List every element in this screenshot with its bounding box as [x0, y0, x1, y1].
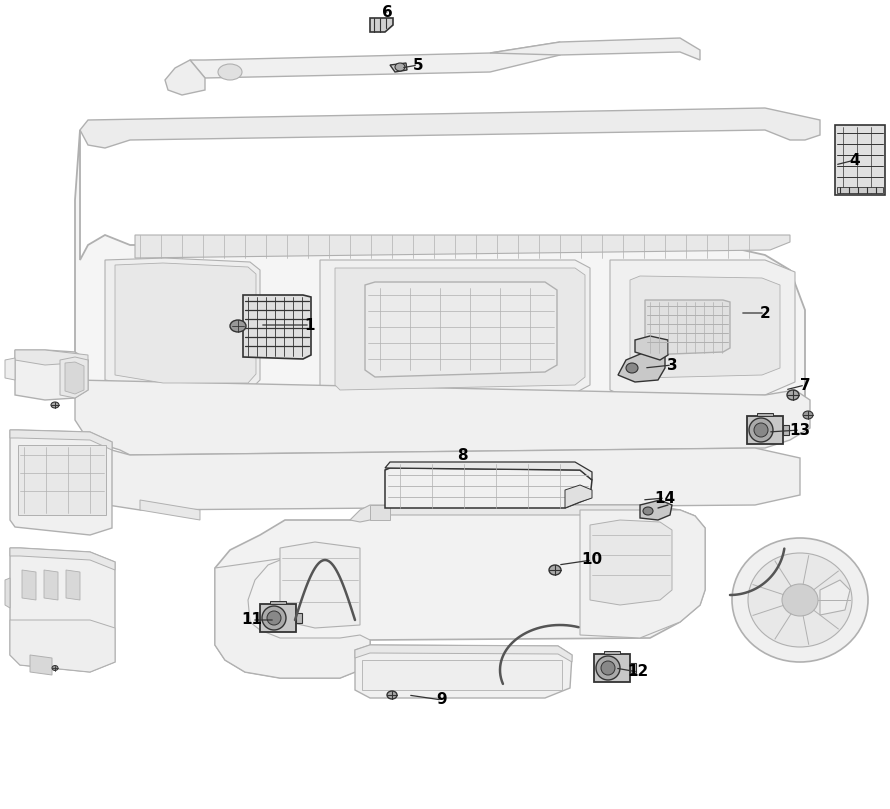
Polygon shape [618, 352, 665, 382]
Ellipse shape [51, 402, 59, 408]
Polygon shape [370, 18, 393, 32]
Ellipse shape [782, 584, 818, 616]
Polygon shape [10, 548, 115, 570]
Polygon shape [44, 570, 58, 600]
Polygon shape [565, 485, 592, 508]
Bar [835, 125, 885, 195]
Polygon shape [580, 510, 705, 638]
Polygon shape [270, 601, 286, 604]
Polygon shape [820, 580, 850, 615]
Polygon shape [783, 425, 789, 435]
Ellipse shape [643, 507, 653, 515]
Polygon shape [10, 430, 112, 535]
Bar [18, 445, 106, 515]
Polygon shape [590, 520, 672, 605]
Polygon shape [350, 505, 695, 528]
Ellipse shape [267, 611, 281, 625]
Ellipse shape [262, 606, 286, 630]
Text: 10: 10 [581, 553, 603, 567]
Text: 3: 3 [667, 358, 677, 372]
Polygon shape [594, 654, 630, 682]
Polygon shape [355, 645, 572, 698]
Polygon shape [243, 295, 311, 359]
Polygon shape [10, 430, 112, 450]
Polygon shape [75, 440, 800, 510]
Polygon shape [640, 500, 672, 520]
Polygon shape [22, 570, 36, 600]
Polygon shape [335, 268, 585, 390]
Ellipse shape [601, 661, 615, 675]
Polygon shape [65, 362, 84, 394]
Ellipse shape [787, 390, 799, 400]
Ellipse shape [549, 565, 561, 575]
Text: 6: 6 [382, 5, 392, 19]
Text: 14: 14 [654, 490, 676, 506]
Ellipse shape [748, 553, 852, 647]
Ellipse shape [732, 538, 868, 662]
Ellipse shape [387, 691, 397, 699]
Polygon shape [385, 468, 592, 508]
Polygon shape [15, 350, 88, 365]
Polygon shape [5, 578, 10, 608]
Polygon shape [60, 357, 88, 398]
Polygon shape [215, 558, 370, 678]
Polygon shape [135, 235, 790, 258]
Polygon shape [610, 260, 795, 398]
Text: 2: 2 [760, 306, 771, 320]
Polygon shape [280, 542, 360, 628]
Ellipse shape [754, 423, 768, 437]
Polygon shape [320, 260, 590, 398]
Polygon shape [190, 42, 560, 78]
Polygon shape [115, 263, 256, 383]
Polygon shape [66, 570, 80, 600]
Text: 8: 8 [457, 447, 467, 463]
Polygon shape [30, 655, 52, 675]
Polygon shape [370, 505, 390, 520]
Polygon shape [75, 130, 805, 440]
Polygon shape [75, 380, 810, 455]
Ellipse shape [218, 64, 242, 80]
Text: 1: 1 [304, 317, 315, 332]
Ellipse shape [626, 363, 638, 373]
Polygon shape [296, 613, 302, 623]
Bar [837, 187, 883, 193]
Polygon shape [105, 258, 260, 390]
Bar [362, 660, 562, 690]
Ellipse shape [52, 666, 58, 671]
Text: 13: 13 [789, 422, 811, 438]
Polygon shape [5, 358, 15, 380]
Polygon shape [490, 38, 700, 60]
Polygon shape [10, 620, 115, 672]
Ellipse shape [596, 656, 620, 680]
Text: 9: 9 [437, 693, 448, 708]
Ellipse shape [230, 320, 246, 332]
Polygon shape [390, 63, 407, 72]
Polygon shape [747, 416, 783, 444]
Polygon shape [140, 500, 200, 520]
Text: 12: 12 [627, 664, 649, 680]
Text: 7: 7 [800, 378, 810, 392]
Polygon shape [365, 282, 557, 377]
Polygon shape [630, 276, 780, 378]
Polygon shape [15, 350, 88, 400]
Polygon shape [10, 548, 115, 672]
Polygon shape [635, 336, 668, 360]
Text: 5: 5 [413, 57, 424, 73]
Polygon shape [630, 663, 636, 673]
Polygon shape [260, 604, 296, 632]
Polygon shape [215, 505, 705, 678]
Polygon shape [165, 60, 205, 95]
Ellipse shape [803, 411, 813, 419]
Polygon shape [645, 300, 730, 355]
Ellipse shape [749, 418, 773, 442]
Polygon shape [757, 413, 773, 416]
Ellipse shape [395, 63, 405, 71]
Polygon shape [604, 651, 620, 654]
Polygon shape [355, 645, 572, 662]
Text: 11: 11 [241, 612, 263, 628]
Polygon shape [385, 462, 592, 480]
Polygon shape [80, 108, 820, 148]
Text: 4: 4 [850, 153, 861, 167]
